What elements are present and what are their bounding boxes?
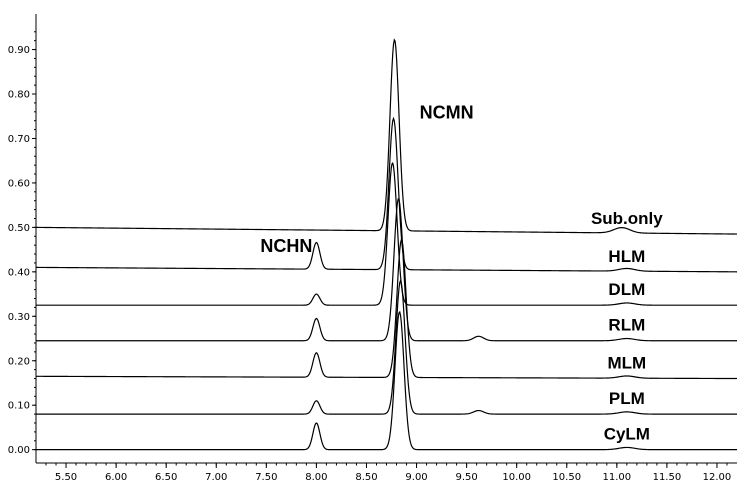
y-axis: 0.00 0.10 0.20 0.30 0.40 0.50 0.60 0.70 0.80 0.90 [8, 14, 37, 463]
series-labels: Sub.only HLM DLM RLM MLM PLM CyLM [591, 209, 663, 444]
x-tick-label: 7.00 [205, 472, 227, 483]
series-label: MLM [607, 354, 646, 373]
y-tick-label: 0.50 [8, 223, 30, 234]
y-tick-label: 0.10 [8, 401, 30, 412]
trace-sub-only [36, 38, 737, 235]
series-label: PLM [609, 389, 645, 408]
peak-annotation: NCMN [420, 102, 474, 122]
series-label: RLM [608, 316, 645, 335]
trace-hlm [36, 116, 737, 273]
x-tick-label: 5.50 [55, 472, 77, 483]
y-tick-label: 0.80 [8, 90, 30, 101]
y-tick-label: 0.60 [8, 178, 30, 189]
x-tick-label: 9.50 [455, 472, 477, 483]
plot-traces [36, 38, 737, 451]
annotations: NCHN NCMN [260, 102, 473, 255]
y-tick-label: 0.40 [8, 267, 30, 278]
series-label: HLM [608, 247, 645, 266]
x-tick-label: 11.00 [603, 472, 632, 483]
y-tick-label: 0.70 [8, 134, 30, 145]
series-label: CyLM [604, 425, 650, 444]
x-tick-label: 6.50 [155, 472, 177, 483]
x-tick-label: 10.00 [502, 472, 531, 483]
x-tick-label: 6.00 [105, 472, 127, 483]
x-tick-label: 11.50 [653, 472, 682, 483]
trace-rlm [36, 198, 737, 342]
x-axis: 5.50 6.00 6.50 7.00 7.50 8.00 8.50 9.00 9.50 10.0… [36, 462, 737, 483]
series-label: DLM [608, 280, 645, 299]
x-tick-label: 9.00 [405, 472, 427, 483]
series-label: Sub.only [591, 209, 663, 228]
trace-cylm [36, 310, 737, 451]
x-tick-label: 8.50 [355, 472, 377, 483]
x-tick-label: 10.50 [552, 472, 581, 483]
trace-plm [36, 279, 737, 415]
y-tick-label: 0.90 [8, 45, 30, 56]
trace-dlm [36, 161, 737, 306]
x-tick-label: 7.50 [255, 472, 277, 483]
trace-mlm [36, 238, 737, 380]
y-tick-label: 0.00 [8, 445, 30, 456]
y-tick-label: 0.30 [8, 312, 30, 323]
y-tick-label: 0.20 [8, 356, 30, 367]
peak-annotation: NCHN [260, 236, 312, 256]
x-tick-label: 8.00 [305, 472, 327, 483]
x-tick-label: 12.00 [703, 472, 732, 483]
